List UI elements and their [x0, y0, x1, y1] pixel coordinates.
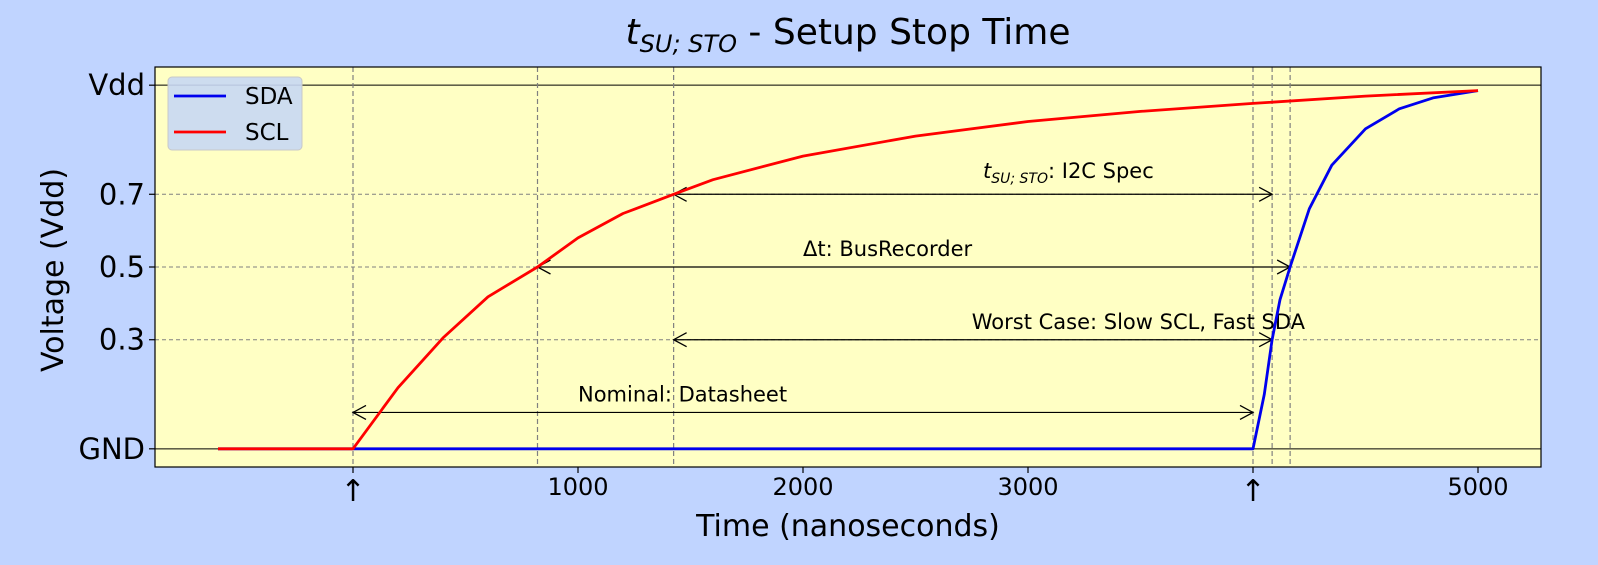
legend-label-sda: SDA [245, 84, 293, 110]
annotation-label-rest: : I2C Spec [1048, 159, 1154, 183]
annotation-label-main: t [983, 159, 992, 183]
annotation-label: tSU; STO: I2C Spec [983, 159, 1154, 187]
title-main: t [626, 12, 642, 53]
title-subscript: SU; STO [640, 30, 737, 58]
y-tick-label: 0.7 [99, 177, 145, 211]
x-axis-label: Time (nanoseconds) [695, 509, 1000, 544]
title-rest: - Setup Stop Time [737, 12, 1071, 53]
x-tick-label: 3000 [997, 473, 1058, 501]
legend: SDA SCL [167, 76, 303, 151]
x-tick-label: 2000 [772, 473, 833, 501]
annotation-arrowhead-left [672, 332, 687, 348]
annotation-arrowhead-right [1258, 186, 1274, 202]
annotation-label: Worst Case: Slow SCL, Fast SDA [972, 310, 1306, 334]
chart-title: tSU; STO - Setup Stop Time [626, 12, 1071, 58]
annotation-label: Δt: BusRecorder [803, 237, 972, 261]
y-tick-label: GND [79, 432, 146, 466]
annotation-arrowhead-right [1239, 404, 1255, 421]
series-line-sda [218, 89, 1479, 451]
y-axis-label: Voltage (Vdd) [36, 168, 71, 372]
y-tick-label: 0.3 [99, 323, 145, 357]
x-tick-label: 1000 [547, 473, 608, 501]
y-tick-label: 0.5 [99, 250, 145, 284]
y-tick-label: Vdd [88, 68, 145, 102]
x-marker-arrow: ↑ [1240, 474, 1265, 509]
annotation-label: Nominal: Datasheet [578, 383, 787, 407]
annotation-label-subscript: SU; STO [991, 171, 1048, 187]
legend-label-scl: SCL [245, 120, 289, 146]
x-tick-label: 5000 [1447, 473, 1508, 501]
series-line-scl [218, 89, 1479, 451]
annotation-arrowhead-left [351, 404, 367, 421]
plot-area: tSU; STO: I2C Spec Δt: BusRecorder Worst C… [79, 66, 1542, 509]
x-marker-arrow: ↑ [340, 474, 365, 509]
